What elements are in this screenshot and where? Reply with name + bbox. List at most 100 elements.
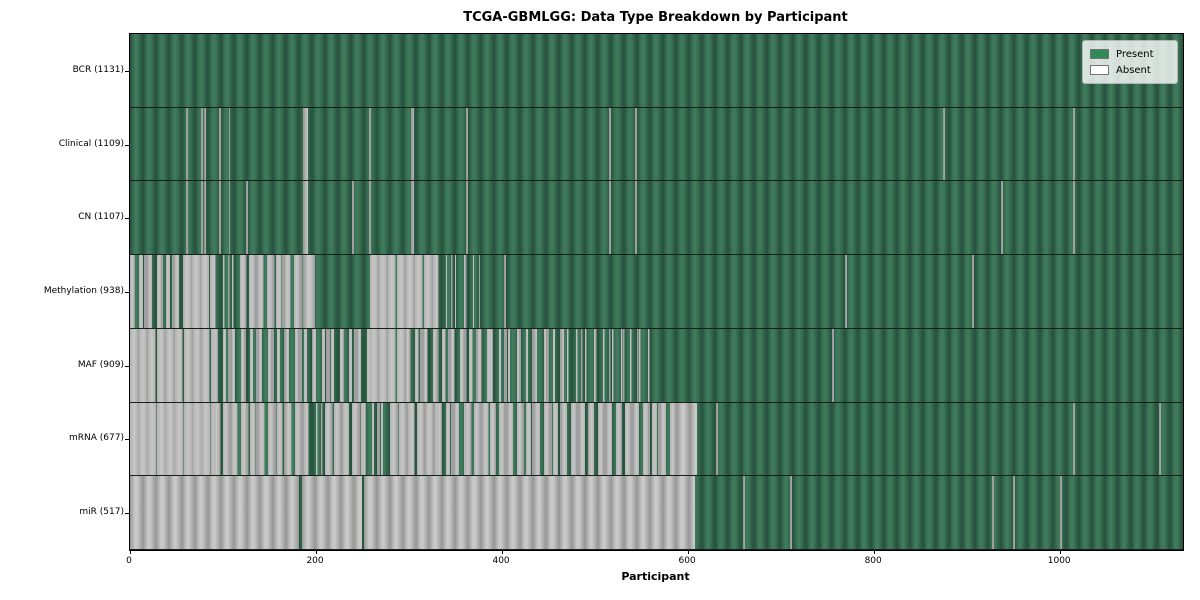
absent-segment xyxy=(410,181,414,255)
row-BCR xyxy=(130,34,1183,108)
x-tick-mark xyxy=(502,550,504,554)
x-tick-label: 0 xyxy=(126,556,132,566)
x-tick-label: 1000 xyxy=(1047,556,1071,566)
absent-segment xyxy=(943,107,945,181)
absent-segment xyxy=(228,107,231,181)
absent-segment xyxy=(832,328,835,402)
absent-segment xyxy=(130,255,184,328)
y-tick-label: miR (517) xyxy=(79,507,124,518)
y-tick-label: BCR (1131) xyxy=(72,64,124,75)
absent-segment xyxy=(246,181,249,255)
y-tick-mark xyxy=(125,513,129,515)
absent-segment xyxy=(1158,402,1161,476)
x-tick-label: 800 xyxy=(864,556,882,566)
absent-segment xyxy=(352,181,355,255)
x-tick-label: 600 xyxy=(678,556,696,566)
absent-segment xyxy=(635,181,637,255)
absent-segment xyxy=(239,255,303,328)
absent-segment xyxy=(743,476,745,549)
absent-segment xyxy=(303,255,316,328)
row-MAF xyxy=(130,328,1183,403)
row-CN xyxy=(130,181,1183,256)
y-tick-mark xyxy=(125,365,129,367)
absent-segment xyxy=(406,328,490,402)
absent-segment xyxy=(992,476,995,549)
plot-area: Data Type (Total Sample Count) xyxy=(125,33,1184,554)
y-tick-label: CN (1107) xyxy=(78,212,124,223)
present-swatch-icon xyxy=(1090,49,1109,59)
absent-segment xyxy=(130,476,300,549)
absent-segment xyxy=(489,328,568,402)
absent-segment xyxy=(465,107,468,181)
absent-segment xyxy=(464,402,490,476)
x-tick-mark xyxy=(874,550,876,554)
absent-segment xyxy=(567,328,651,402)
x-tick-mark xyxy=(688,550,690,554)
x-tick-mark xyxy=(316,550,318,554)
absent-segment xyxy=(325,402,363,476)
absent-segment xyxy=(204,181,207,255)
x-tick-mark xyxy=(1060,550,1062,554)
row-miR xyxy=(130,476,1183,550)
legend-label-present: Present xyxy=(1116,48,1154,60)
absent-segment xyxy=(436,402,465,476)
absent-segment xyxy=(1012,476,1015,549)
y-tick-label: Clinical (1109) xyxy=(58,138,124,149)
absent-segment xyxy=(228,181,231,255)
absent-segment xyxy=(219,107,222,181)
absent-segment xyxy=(489,402,677,476)
y-tick-mark xyxy=(125,70,129,72)
row-Clinical xyxy=(130,107,1183,182)
absent-segment xyxy=(183,255,214,328)
absent-segment xyxy=(130,328,214,402)
x-axis-label: Participant xyxy=(621,570,690,583)
x-tick-label: 400 xyxy=(492,556,510,566)
absent-segment xyxy=(609,107,611,181)
absent-segment xyxy=(364,476,695,549)
y-tick-mark xyxy=(125,439,129,441)
absent-segment xyxy=(185,181,188,255)
absent-segment xyxy=(213,402,307,476)
absent-segment xyxy=(1073,181,1076,255)
absent-segment xyxy=(306,402,326,476)
absent-segment xyxy=(204,107,207,181)
absent-segment xyxy=(200,181,203,255)
absent-segment xyxy=(130,402,214,476)
absent-segment xyxy=(362,402,391,476)
legend-entry-present: Present xyxy=(1090,46,1170,62)
absent-segment xyxy=(369,181,371,255)
absent-segment xyxy=(845,255,848,328)
legend-label-absent: Absent xyxy=(1116,64,1151,76)
legend: Present Absent xyxy=(1082,40,1178,84)
y-tick-label: mRNA (677) xyxy=(69,433,124,444)
absent-segment xyxy=(302,476,362,549)
absent-segment xyxy=(303,181,308,255)
absent-segment xyxy=(609,181,611,255)
absent-segment xyxy=(971,255,974,328)
absent-segment xyxy=(200,107,203,181)
absent-segment xyxy=(185,107,188,181)
y-tick-label: Methylation (938) xyxy=(43,286,124,296)
absent-segment xyxy=(213,255,240,328)
row-mRNA xyxy=(130,402,1183,477)
absent-segment xyxy=(1060,476,1063,549)
legend-entry-absent: Absent xyxy=(1090,62,1170,78)
absent-segment xyxy=(1073,107,1076,181)
x-tick-label: 200 xyxy=(306,556,324,566)
absent-segment xyxy=(635,107,637,181)
x-tick-mark xyxy=(130,550,131,554)
absent-segment xyxy=(213,328,370,402)
row-Methylation xyxy=(130,255,1183,329)
chart-title: TCGA-GBMLGG: Data Type Breakdown by Part… xyxy=(463,10,848,25)
absent-swatch-icon xyxy=(1090,65,1109,75)
absent-segment xyxy=(465,181,468,255)
absent-segment xyxy=(303,107,308,181)
absent-segment xyxy=(369,328,407,402)
y-tick-label: MAF (909) xyxy=(77,359,124,370)
y-tick-mark xyxy=(125,292,129,293)
absent-segment xyxy=(390,402,437,476)
absent-segment xyxy=(369,255,437,328)
absent-segment xyxy=(436,255,480,328)
y-tick-mark xyxy=(125,218,129,220)
